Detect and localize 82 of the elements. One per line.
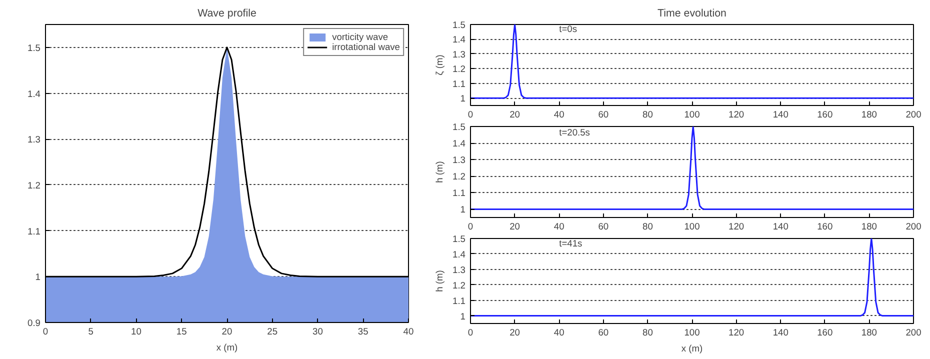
x-tick-label: 140 [772,222,788,232]
legend-label: vorticity wave [332,32,388,42]
x-tick-label: 180 [861,328,877,338]
x-tick-label: 200 [906,110,922,120]
x-tick-label: 100 [684,222,700,232]
x-tick-label: 80 [642,222,653,232]
x-tick-label: 200 [906,328,922,338]
x-tick-label: 60 [598,328,609,338]
y-tick-label: 1.3 [452,155,466,166]
x-tick-label: 5 [88,326,94,336]
x-tick-label: 25 [267,326,278,336]
legend-label: irrotational wave [332,42,400,52]
y-tick-label: 1.1 [452,78,466,89]
x-tick-label: 10 [131,326,142,336]
x-tick-label: 180 [861,222,877,232]
x-tick-label: 35 [358,326,368,336]
x-tick-label: 20 [222,326,232,336]
y-tick-label: 1.2 [28,180,40,190]
y-tick-label: 1.1 [452,296,466,306]
x-tick-label: 140 [772,328,788,338]
y-axis-title: h (m) [434,161,445,183]
x-tick-label: 60 [598,222,609,232]
y-tick-label: 1.1 [452,188,466,198]
y-axis-title: h (m) [434,270,445,292]
y-tick-label: 1 [460,311,466,322]
x-tick-label: 40 [403,326,414,336]
y-tick-label: 1.4 [452,138,466,149]
y-tick-label: 1.4 [452,249,466,260]
x-tick-label: 140 [772,110,788,120]
x-tick-label: 40 [554,328,564,338]
x-tick-label: 20 [510,110,520,120]
x-tick-label: 100 [684,110,700,120]
y-tick-label: 0.9 [28,318,40,328]
x-axis-title: x (m) [681,344,703,354]
annotation: t=0s [559,24,578,34]
annotation: t=41s [559,238,583,249]
x-tick-label: 20 [510,222,520,232]
x-tick-label: 100 [684,328,700,338]
y-tick-label: 1.2 [452,172,466,182]
x-tick-label: 40 [554,222,564,232]
x-tick-label: 200 [906,222,922,232]
x-tick-label: 20 [510,328,520,338]
x-tick-label: 80 [642,110,653,120]
line-series [470,24,914,99]
x-tick-label: 0 [42,326,48,336]
y-axis-title: ζ (m) [434,54,445,76]
x-tick-label: 120 [728,328,744,338]
y-tick-label: 1.5 [452,122,466,132]
annotation: t=20.5s [559,127,590,138]
x-axis-title: x (m) [216,342,238,352]
line-series [470,126,914,210]
y-tick-label: 1.3 [452,264,466,275]
x-tick-label: 160 [817,222,833,232]
x-tick-label: 15 [176,326,187,336]
y-tick-label: 1.2 [452,280,466,290]
x-tick-label: 30 [312,326,323,336]
line-series [470,238,914,317]
y-tick-label: 1 [460,94,466,104]
y-tick-label: 1.5 [28,42,40,53]
x-tick-label: 80 [642,328,653,338]
x-tick-label: 160 [817,328,833,338]
x-tick-label: 180 [861,110,877,120]
y-tick-label: 1 [460,204,466,215]
x-tick-label: 160 [817,110,833,120]
x-tick-label: 0 [468,328,474,338]
y-tick-label: 1.1 [28,226,40,236]
x-tick-label: 120 [728,222,744,232]
x-tick-label: 60 [598,110,609,120]
y-tick-label: 1.4 [452,34,466,45]
chart-title: Wave profile [198,8,256,20]
y-tick-label: 1.3 [28,134,40,145]
y-tick-label: 1 [35,272,41,282]
y-tick-label: 1.3 [452,49,466,60]
x-tick-label: 0 [468,222,474,232]
x-tick-label: 40 [554,110,564,120]
y-tick-label: 1.4 [28,88,40,99]
y-tick-label: 1.5 [452,20,466,30]
y-tick-label: 1.2 [452,64,466,74]
x-tick-label: 120 [728,110,744,120]
chart-title: Time evolution [658,8,727,20]
y-tick-label: 1.5 [452,234,466,244]
x-tick-label: 0 [468,110,474,120]
